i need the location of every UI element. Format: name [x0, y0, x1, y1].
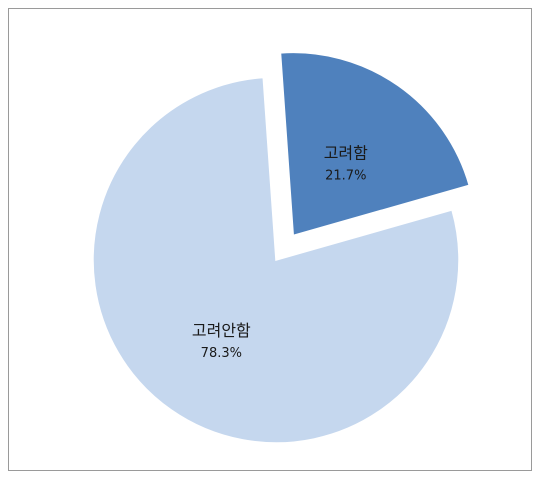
pie-labels: 고려함 21.7% 고려안함 78.3% — [192, 144, 368, 361]
pie-slice-2 — [92, 76, 460, 444]
slice-label-1: 고려함 — [324, 144, 368, 163]
pie-chart: 고려함 21.7% 고려안함 78.3% — [92, 51, 471, 444]
slice-label-2: 고려안함 — [192, 321, 251, 340]
slice-value-2: 78.3% — [201, 346, 242, 361]
pie-slice-1 — [279, 51, 471, 237]
slice-value-1: 21.7% — [325, 169, 366, 184]
chart-frame: 고려함 21.7% 고려안함 78.3% — [8, 8, 532, 471]
pie-slices — [92, 51, 471, 444]
